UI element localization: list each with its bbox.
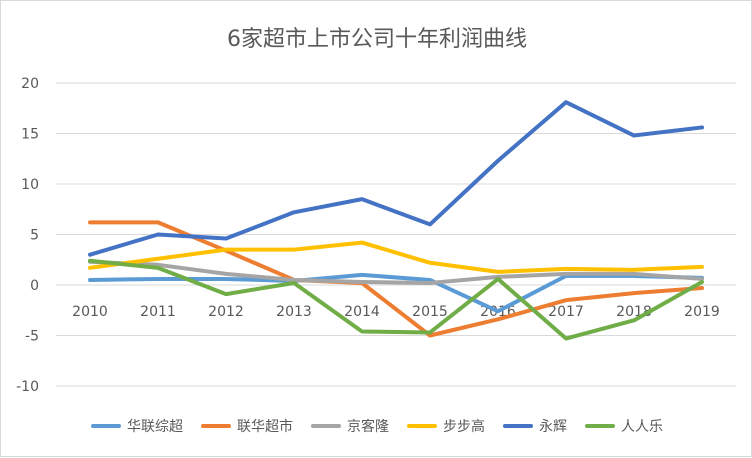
legend-item: 京客隆 xyxy=(311,416,389,436)
legend-swatch xyxy=(311,424,341,428)
legend-swatch xyxy=(585,424,615,428)
legend-item: 永辉 xyxy=(503,416,567,436)
y-tick-label: 0 xyxy=(30,278,39,294)
x-tick-label: 2010 xyxy=(72,304,108,320)
y-tick-label: 10 xyxy=(21,177,39,193)
y-tick-label: 20 xyxy=(21,76,39,92)
y-tick-label: -5 xyxy=(25,329,39,345)
legend-item: 华联综超 xyxy=(91,416,183,436)
legend-item: 步步高 xyxy=(407,416,485,436)
legend-label: 联华超市 xyxy=(237,416,293,436)
legend-swatch xyxy=(503,424,533,428)
x-tick-label: 2013 xyxy=(276,304,312,320)
legend-item: 人人乐 xyxy=(585,416,663,436)
x-tick-label: 2011 xyxy=(140,304,176,320)
series-line-华联综超 xyxy=(90,275,702,311)
legend-swatch xyxy=(201,424,231,428)
legend-swatch xyxy=(407,424,437,428)
x-tick-label: 2012 xyxy=(208,304,244,320)
legend: 华联综超 联华超市 京客隆 步步高 永辉 人人乐 xyxy=(1,416,752,436)
legend-label: 永辉 xyxy=(539,416,567,436)
legend-label: 人人乐 xyxy=(621,416,663,436)
legend-swatch xyxy=(91,424,121,428)
x-tick-label: 2019 xyxy=(684,304,720,320)
x-tick-label: 2015 xyxy=(412,304,448,320)
legend-label: 华联综超 xyxy=(127,416,183,436)
legend-item: 联华超市 xyxy=(201,416,293,436)
y-tick-label: 5 xyxy=(30,228,39,244)
legend-label: 京客隆 xyxy=(347,416,389,436)
x-tick-label: 2014 xyxy=(344,304,380,320)
legend-label: 步步高 xyxy=(443,416,485,436)
x-tick-label: 2017 xyxy=(548,304,584,320)
y-tick-label: -10 xyxy=(16,379,39,395)
y-tick-label: 15 xyxy=(21,127,39,143)
